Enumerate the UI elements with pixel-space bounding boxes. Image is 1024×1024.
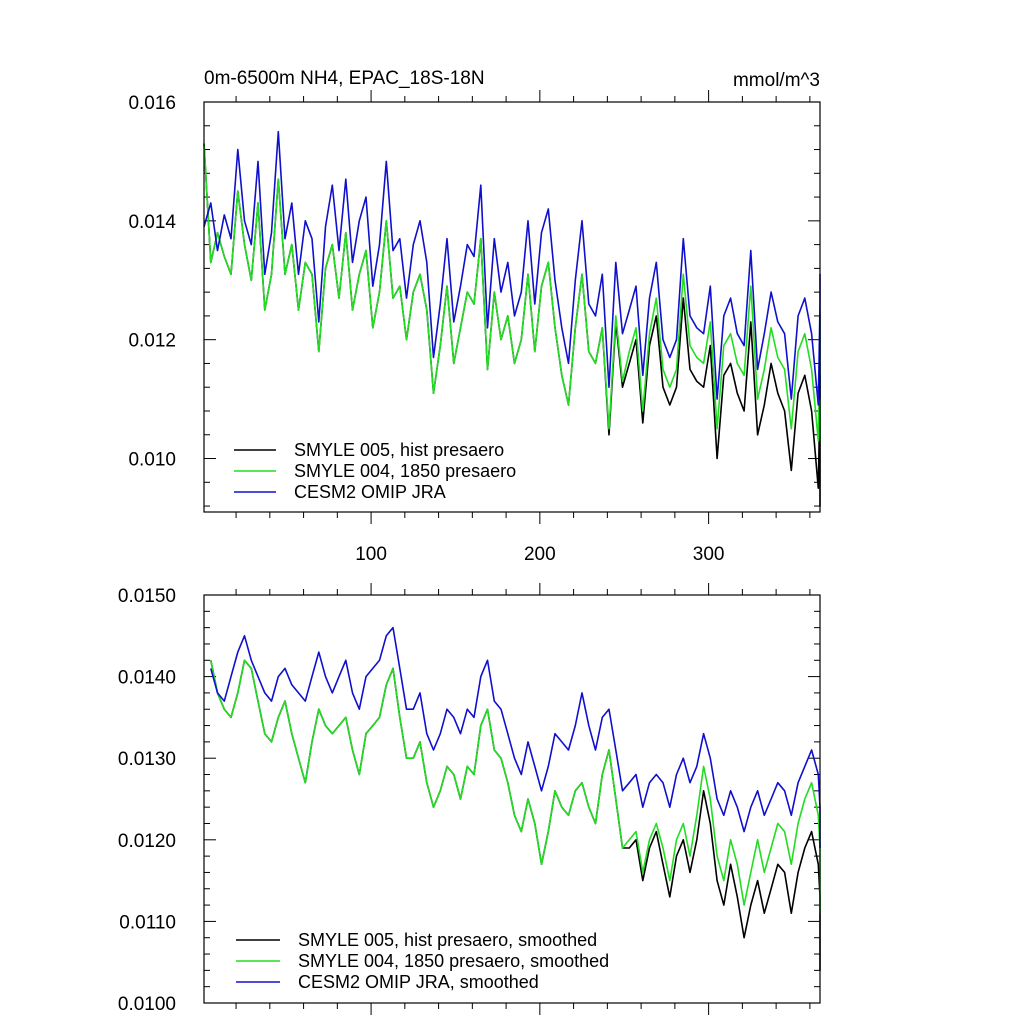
y-tick-label: 0.012 <box>128 331 176 352</box>
x-tick-labels: 100 200 300 <box>355 544 724 565</box>
x-tick-label: 300 <box>693 544 725 565</box>
y-tick-label: 0.016 <box>128 93 176 114</box>
y-tick-label: 0.0150 <box>118 586 176 607</box>
series-line <box>210 626 821 848</box>
y-tick-label: 0.010 <box>128 450 176 471</box>
y-tick-labels: 0.010 0.012 0.014 0.016 <box>128 93 176 471</box>
panel-top-ammonium-raw: 0m-6500m NH4, EPAC_18S-18N mmol/m^3 0.01… <box>128 68 821 565</box>
y-tick-label: 0.014 <box>128 212 176 233</box>
legend-label: SMYLE 004, 1850 presaero, smoothed <box>298 951 609 971</box>
legend-label: CESM2 OMIP JRA, smoothed <box>298 972 539 992</box>
plot-frame <box>203 594 821 1004</box>
legend-label: SMYLE 005, hist presaero, smoothed <box>298 930 597 950</box>
legend-label: SMYLE 005, hist presaero <box>294 440 504 460</box>
legend-label: CESM2 OMIP JRA <box>294 482 446 502</box>
series-lines <box>210 626 821 972</box>
y-tick-label: 0.0130 <box>118 749 176 770</box>
y-tick-labels: 0.0100 0.0110 0.0120 0.0130 0.0140 0.0150 <box>118 586 176 1015</box>
series-line <box>210 659 821 915</box>
y-tick-label: 0.0140 <box>118 668 176 689</box>
y-tick-label: 0.0120 <box>118 831 176 852</box>
y-tick-label: 0.0100 <box>118 994 176 1015</box>
panel-bottom-ammonium-smoothed: 0.0100 0.0110 0.0120 0.0130 0.0140 0.0150 SMY… <box>118 583 821 1015</box>
legend-label: SMYLE 004, 1850 presaero <box>294 461 516 481</box>
y-tick-label: 0.0110 <box>119 912 176 933</box>
x-tick-label: 100 <box>355 544 387 565</box>
units-label: mmol/m^3 <box>733 70 820 91</box>
x-tick-label: 200 <box>524 544 556 565</box>
plot-frame <box>203 101 821 513</box>
legend: SMYLE 005, hist presaero, smoothedSMYLE … <box>236 930 609 992</box>
panel-title: 0m-6500m NH4, EPAC_18S-18N <box>204 68 485 89</box>
